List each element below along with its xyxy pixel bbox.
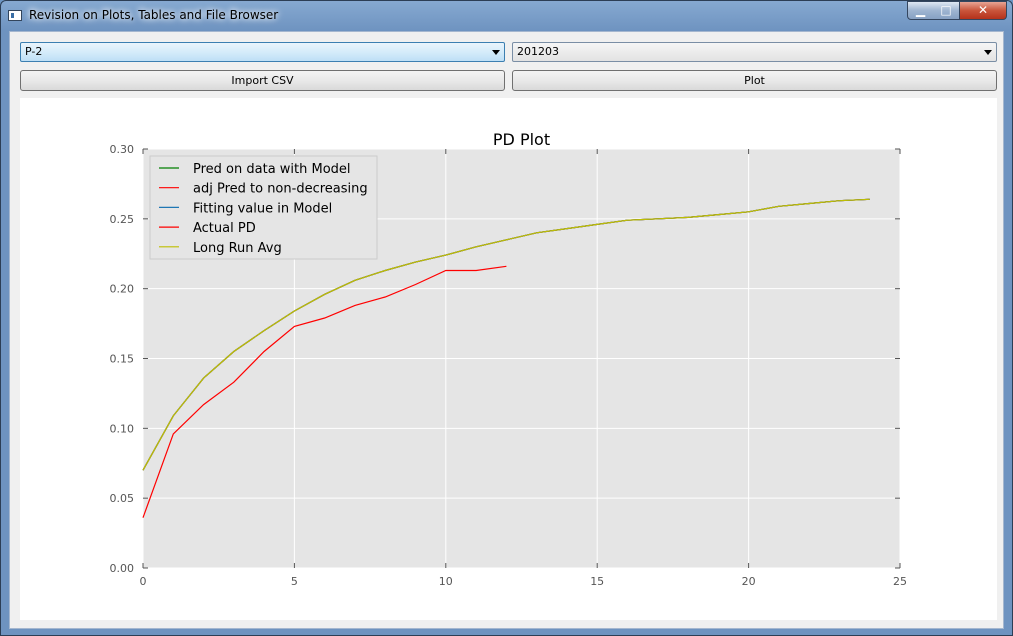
legend-label: adj Pred to non-decreasing: [193, 182, 368, 197]
plot-canvas[interactable]: 0 5 10 15 20 25 0.00 0.05 0.10 0.15 0.20 0.25 0.30 PD…: [20, 98, 997, 620]
model-select[interactable]: P-2: [20, 42, 505, 62]
maximize-button[interactable]: □: [933, 1, 960, 20]
app-icon[interactable]: [8, 10, 22, 21]
x-tick-label: 20: [742, 575, 756, 588]
y-tick-label: 0.20: [110, 283, 135, 296]
x-tick-label: 10: [439, 575, 453, 588]
title-bar[interactable]: Revision on Plots, Tables and File Brows…: [1, 1, 1012, 31]
y-tick-label: 0.10: [110, 422, 135, 435]
model-select-value: P-2: [25, 45, 43, 58]
y-tick-label: 0.30: [110, 143, 135, 156]
pd-chart: 0 5 10 15 20 25 0.00 0.05 0.10 0.15 0.20 0.25 0.30 PD…: [110, 130, 908, 588]
series-line: [142, 198, 870, 471]
close-icon: ✕: [977, 3, 989, 17]
minimize-button[interactable]: ▁: [907, 1, 934, 20]
legend-label: Fitting value in Model: [193, 201, 332, 216]
client-area: P-2 201203 Import CSV Plot 0 5 10 15 20 25 0.0…: [9, 31, 1004, 629]
legend-label: Pred on data with Model: [193, 162, 351, 177]
legend-label: Actual PD: [193, 221, 256, 236]
dropdown-arrow-icon: [984, 50, 992, 55]
x-tick-label: 15: [590, 575, 604, 588]
dropdown-arrow-icon: [492, 50, 500, 55]
import-csv-button[interactable]: Import CSV: [20, 70, 505, 91]
x-tick-label: 25: [893, 575, 907, 588]
x-tick-label: 5: [291, 575, 298, 588]
chart-title: PD Plot: [493, 130, 550, 149]
legend-box: [149, 155, 378, 260]
date-select-value: 201203: [517, 45, 559, 58]
x-tick-label: 0: [140, 575, 147, 588]
y-tick-label: 0.15: [110, 353, 135, 366]
legend-label: Long Run Avg: [193, 241, 282, 256]
minimize-icon: ▁: [915, 3, 926, 17]
y-tick-label: 0.05: [110, 492, 135, 505]
y-tick-label: 0.00: [110, 562, 135, 575]
series-line: [142, 265, 507, 518]
date-select[interactable]: 201203: [512, 42, 997, 62]
window-title: Revision on Plots, Tables and File Brows…: [29, 8, 279, 22]
plot-button[interactable]: Plot: [512, 70, 997, 91]
close-button[interactable]: ✕: [959, 1, 1007, 20]
maximize-icon: □: [940, 3, 952, 17]
y-tick-label: 0.25: [110, 213, 135, 226]
